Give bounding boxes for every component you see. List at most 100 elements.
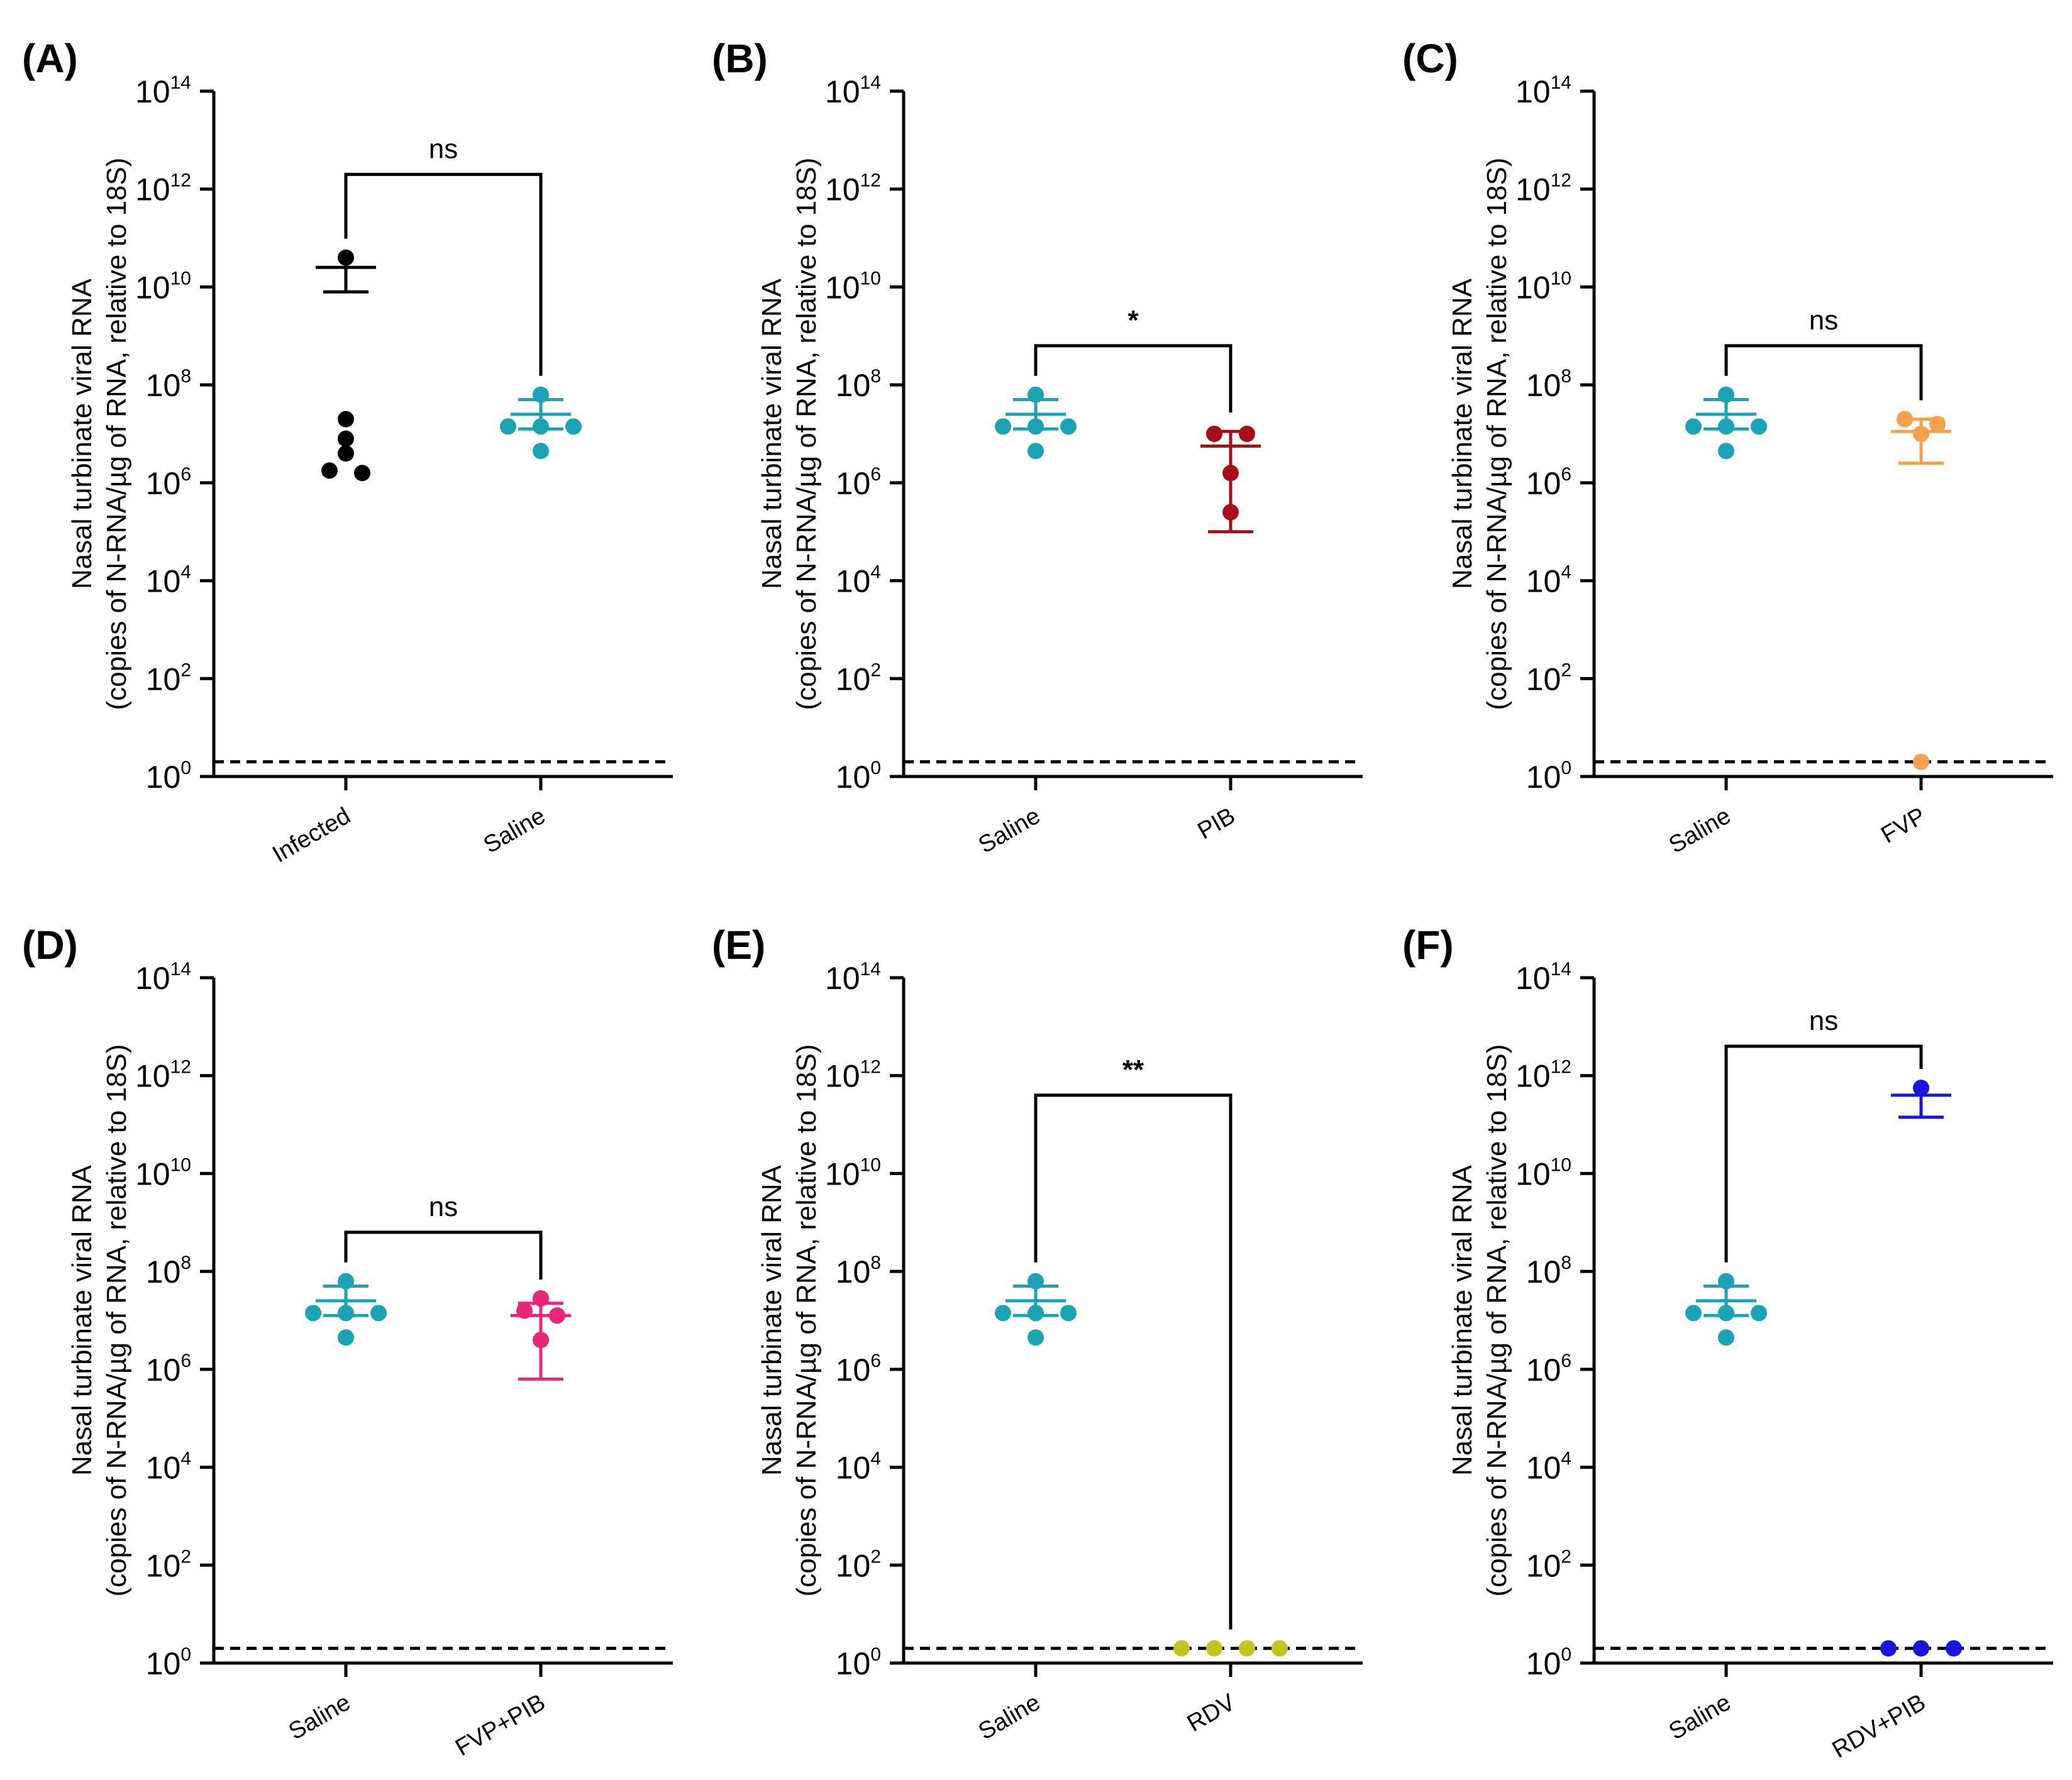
data-point — [338, 445, 354, 462]
y-tick-label: 100 — [1526, 758, 1571, 795]
x-tick-label: Saline — [1665, 1689, 1735, 1745]
tick-base-text: 10 — [1526, 1646, 1561, 1681]
tick-exponent: 12 — [1551, 170, 1571, 191]
data-point — [370, 1305, 387, 1322]
tick-base-text: 10 — [825, 74, 860, 109]
tick-base-text: 10 — [1515, 172, 1551, 207]
tick-exponent: 6 — [870, 464, 881, 485]
tick-exponent: 8 — [870, 366, 881, 387]
y-tick-label: 1010 — [1515, 268, 1571, 305]
tick-exponent: 2 — [1561, 1546, 1571, 1567]
y-tick-label: 1012 — [1515, 1057, 1571, 1094]
tick-exponent: 0 — [1561, 758, 1571, 778]
x-tick-label: Saline — [479, 802, 550, 858]
data-point — [533, 386, 549, 403]
y-axis-label-line2: (copies of N-RNA/µg of RNA, relative to … — [101, 158, 132, 710]
tick-exponent: 4 — [1561, 1449, 1571, 1469]
tick-base-text: 10 — [146, 1646, 181, 1681]
y-axis-label-line1: Nasal turbinate viral RNA — [756, 1164, 787, 1476]
y-tick-label: 106 — [146, 464, 191, 501]
significance-bracket — [1724, 1044, 1923, 1263]
tick-base-text: 10 — [1515, 270, 1551, 305]
tick-exponent: 4 — [1561, 562, 1571, 583]
data-point — [354, 465, 370, 482]
data-point — [1173, 1640, 1190, 1657]
significance-label: ns — [1809, 1005, 1838, 1036]
data-point — [1028, 443, 1044, 460]
tick-exponent: 0 — [180, 1644, 191, 1665]
y-tick-label: 106 — [836, 464, 881, 501]
tick-exponent: 14 — [860, 959, 881, 980]
tick-exponent: 8 — [180, 366, 191, 387]
x-tick-label: Saline — [1665, 802, 1735, 858]
panel-c: (C) Nasal turbinate viral RNA (copies of N… — [1402, 36, 2053, 859]
data-point — [1718, 1305, 1734, 1322]
tick-base-text: 10 — [825, 1156, 860, 1191]
tick-exponent: 8 — [180, 1252, 191, 1273]
y-tick-label: 108 — [836, 1252, 881, 1290]
tick-exponent: 12 — [170, 1057, 191, 1078]
x-tick-label: Infected — [268, 802, 355, 868]
tick-base-text: 10 — [135, 74, 170, 109]
tick-exponent: 14 — [1551, 959, 1571, 980]
y-tick-label: 100 — [836, 758, 881, 795]
y-tick-label: 1010 — [135, 1154, 191, 1191]
tick-exponent: 0 — [870, 1644, 881, 1665]
y-tick-label: 1014 — [825, 72, 881, 109]
tick-base-text: 10 — [135, 961, 170, 996]
tick-base-text: 10 — [1526, 368, 1561, 403]
data-point — [995, 418, 1011, 435]
tick-exponent: 2 — [180, 1546, 191, 1567]
y-tick-label: 108 — [1526, 1252, 1571, 1290]
data-point — [338, 411, 354, 428]
data-point — [500, 418, 516, 435]
significance-label: ns — [429, 1191, 458, 1222]
tick-exponent: 4 — [870, 1449, 881, 1469]
tick-base-text: 10 — [135, 1156, 170, 1191]
y-tick-label: 1012 — [135, 170, 191, 207]
y-axis-label-line1: Nasal turbinate viral RNA — [1447, 278, 1478, 589]
x-tick-label: PIB — [1193, 802, 1239, 844]
tick-exponent: 12 — [1551, 1057, 1571, 1078]
tick-base-text: 10 — [1526, 1548, 1561, 1583]
tick-base-text: 10 — [1526, 564, 1561, 599]
tick-base-text: 10 — [825, 172, 860, 207]
tick-base-text: 10 — [1526, 1451, 1561, 1486]
y-tick-label: 1014 — [135, 72, 191, 109]
y-tick-label: 1012 — [135, 1057, 191, 1094]
tick-base-text: 10 — [135, 172, 170, 207]
x-tick-label: Saline — [974, 1689, 1044, 1745]
y-tick-label: 104 — [836, 1449, 881, 1486]
tick-base-text: 10 — [836, 760, 871, 795]
significance-bracket — [344, 1230, 543, 1280]
data-point — [1913, 426, 1929, 442]
tick-base-text: 10 — [1526, 466, 1561, 501]
tick-base-text: 10 — [836, 368, 871, 403]
data-point — [338, 430, 354, 447]
data-point — [1718, 386, 1734, 403]
data-point — [338, 249, 354, 266]
data-point — [1718, 1329, 1734, 1346]
y-tick-label: 108 — [836, 366, 881, 403]
y-axis-label-line2: (copies of N-RNA/µg of RNA, relative to … — [1482, 158, 1512, 710]
data-point — [1751, 418, 1767, 435]
y-tick-label: 1012 — [825, 1057, 881, 1094]
significance-label: * — [1127, 305, 1139, 336]
tick-base-text: 10 — [1526, 661, 1561, 697]
tick-base-text: 10 — [146, 564, 181, 599]
tick-exponent: 10 — [860, 268, 881, 289]
data-point — [305, 1305, 321, 1322]
tick-base-text: 10 — [1515, 961, 1551, 996]
tick-base-text: 10 — [146, 1352, 181, 1388]
panel-label: (B) — [712, 36, 768, 81]
panel-label: (F) — [1402, 922, 1454, 968]
y-tick-label: 104 — [146, 1449, 191, 1486]
y-tick-label: 106 — [1526, 1351, 1571, 1388]
y-tick-label: 1010 — [135, 268, 191, 305]
data-point — [533, 1332, 549, 1349]
data-point — [1880, 1640, 1897, 1657]
y-tick-label: 102 — [146, 660, 191, 697]
tick-exponent: 2 — [180, 660, 191, 680]
tick-base-text: 10 — [135, 270, 170, 305]
data-point — [1685, 1305, 1702, 1322]
